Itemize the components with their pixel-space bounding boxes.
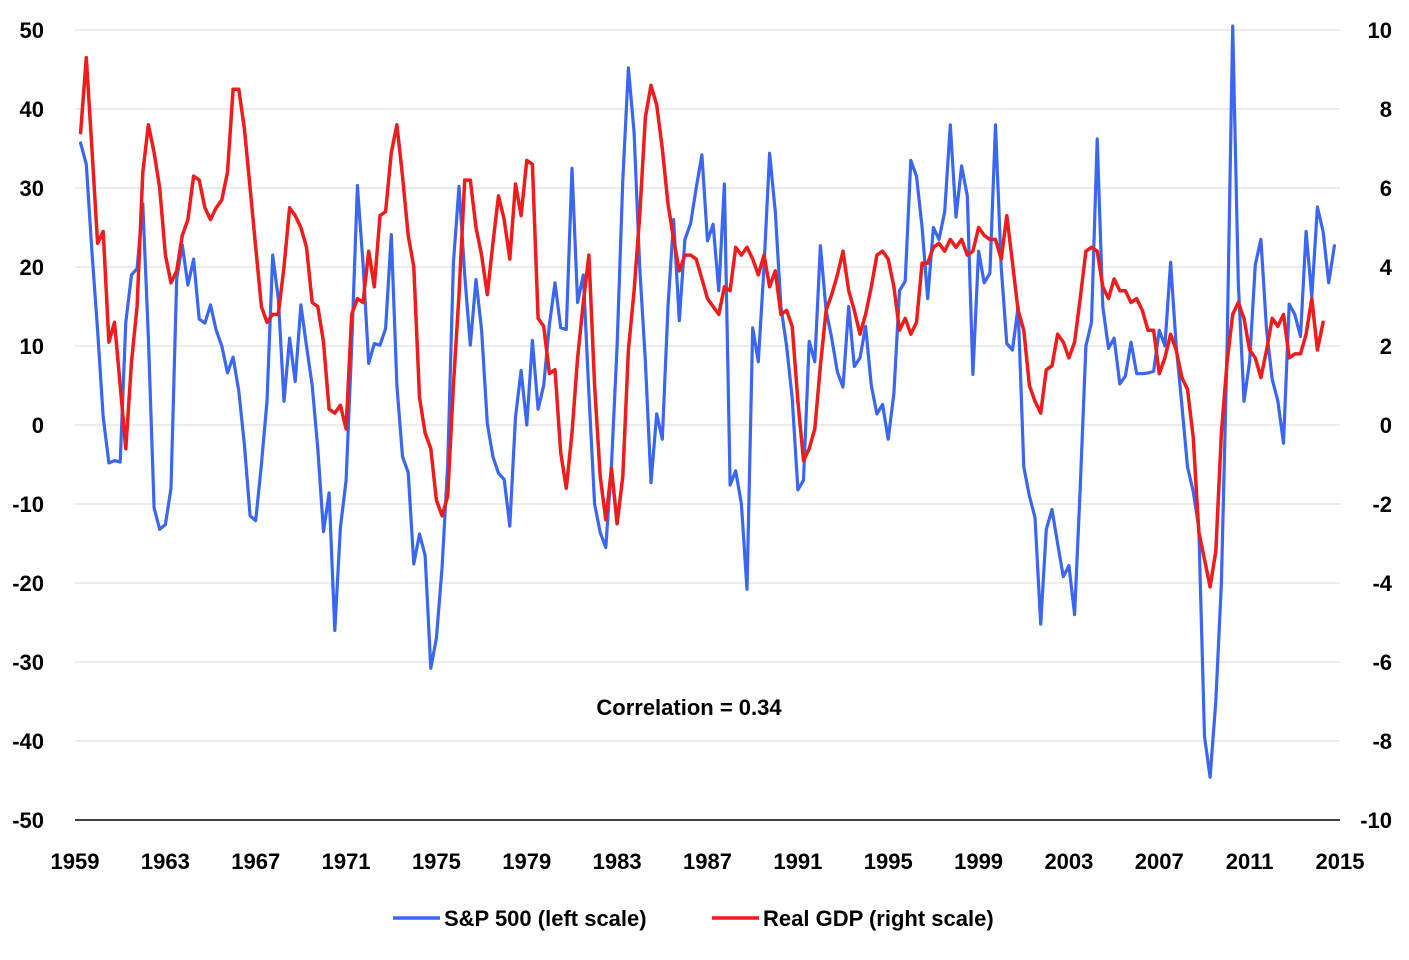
left-tick-label: -20 (12, 571, 44, 596)
left-axis-ticks: 50 40 30 20 10 0 -10 -20 -30 -40 -50 (12, 18, 44, 833)
x-tick-label: 1979 (502, 849, 551, 874)
left-tick-label: -30 (12, 650, 44, 675)
x-tick-label: 2011 (1226, 849, 1274, 874)
right-tick-label: -8 (1372, 729, 1392, 754)
x-tick-label: 2015 (1316, 849, 1365, 874)
x-tick-label: 1999 (954, 849, 1003, 874)
x-axis-ticks: 1959 1963 1967 1971 1975 1979 1983 1987 1991 1995… (51, 849, 1365, 874)
legend-label-real-gdp: Real GDP (right scale) (763, 906, 994, 931)
right-tick-label: 6 (1380, 176, 1392, 201)
series-line-sp500 (79, 24, 1336, 779)
right-tick-label: 2 (1380, 334, 1392, 359)
x-tick-label: 1963 (141, 849, 190, 874)
series-layer (78, 24, 1336, 779)
left-tick-label: -40 (12, 729, 44, 754)
right-axis-ticks: 10 8 6 4 2 0 -2 -4 -6 -8 -10 (1360, 18, 1393, 833)
right-tick-label: -2 (1372, 492, 1392, 517)
x-tick-label: 1983 (593, 849, 642, 874)
left-tick-label: -50 (12, 808, 44, 833)
x-tick-label: 1991 (773, 849, 822, 874)
x-tick-label: 1971 (322, 849, 371, 874)
x-tick-label: 1987 (683, 849, 732, 874)
left-tick-label: 20 (20, 255, 44, 280)
left-tick-label: 40 (20, 97, 44, 122)
left-tick-label: 30 (20, 176, 44, 201)
x-tick-label: 2003 (1044, 849, 1093, 874)
x-tick-label: 1995 (864, 849, 913, 874)
left-tick-label: -10 (12, 492, 44, 517)
correlation-annotation: Correlation = 0.34 (596, 695, 782, 720)
right-tick-label: -6 (1372, 650, 1392, 675)
x-tick-label: 1959 (51, 849, 100, 874)
right-tick-label: 8 (1380, 97, 1392, 122)
legend: S&P 500 (left scale) Real GDP (right sca… (393, 906, 994, 931)
x-tick-label: 1967 (231, 849, 280, 874)
series-line-real-gdp (78, 55, 1325, 589)
right-tick-label: 10 (1368, 18, 1392, 43)
right-tick-label: -4 (1372, 571, 1392, 596)
x-tick-label: 1975 (412, 849, 461, 874)
left-tick-label: 10 (20, 334, 44, 359)
x-tick-label: 2007 (1135, 849, 1184, 874)
right-tick-label: 0 (1380, 413, 1392, 438)
left-tick-label: 0 (32, 413, 44, 438)
legend-label-sp500: S&P 500 (left scale) (444, 906, 647, 931)
right-tick-label: -10 (1360, 808, 1392, 833)
left-tick-label: 50 (20, 18, 44, 43)
right-tick-label: 4 (1380, 255, 1393, 280)
